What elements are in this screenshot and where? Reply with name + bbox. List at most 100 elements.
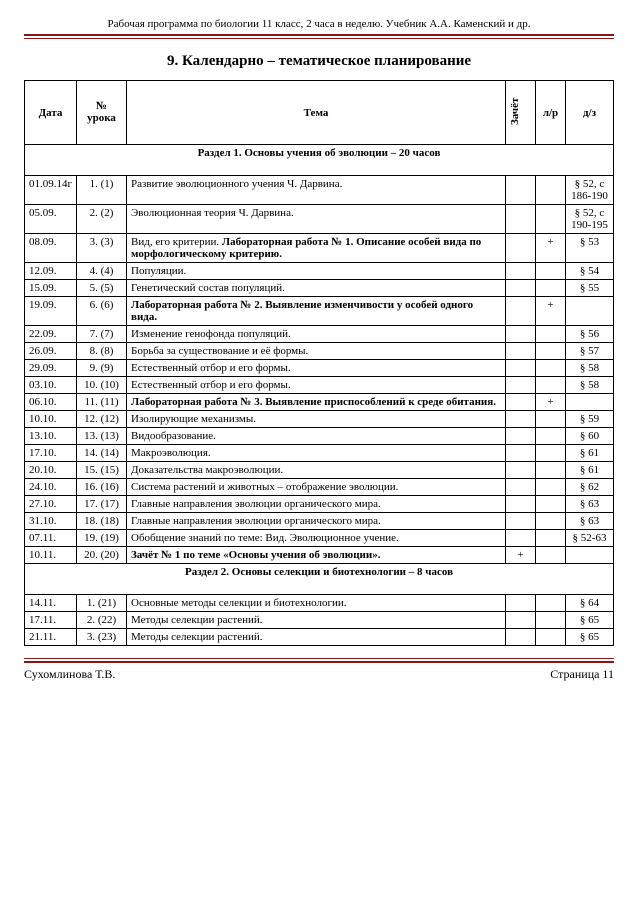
table-row: 20.10.15. (15)Доказательства макроэволюц…	[25, 462, 614, 479]
col-date: Дата	[25, 81, 77, 145]
cell-num: 3. (3)	[77, 234, 127, 263]
cell-num: 3. (23)	[77, 629, 127, 646]
cell-num: 13. (13)	[77, 428, 127, 445]
cell-lr: +	[536, 297, 566, 326]
cell-num: 11. (11)	[77, 394, 127, 411]
cell-num: 4. (4)	[77, 263, 127, 280]
table-row: 26.09.8. (8)Борьба за существование и её…	[25, 343, 614, 360]
cell-zach	[506, 360, 536, 377]
cell-lr	[536, 445, 566, 462]
section-heading-row: Раздел 2. Основы селекции и биотехнологи…	[25, 564, 614, 595]
cell-dz: § 58	[566, 377, 614, 394]
cell-lr	[536, 496, 566, 513]
cell-num: 15. (15)	[77, 462, 127, 479]
cell-dz: § 65	[566, 629, 614, 646]
cell-dz: § 62	[566, 479, 614, 496]
cell-dz: § 65	[566, 612, 614, 629]
cell-zach	[506, 428, 536, 445]
cell-zach	[506, 343, 536, 360]
cell-lr	[536, 280, 566, 297]
cell-topic: Развитие эволюционного учения Ч. Дарвина…	[127, 176, 506, 205]
cell-zach	[506, 629, 536, 646]
section-heading: Раздел 1. Основы учения об эволюции – 20…	[25, 145, 614, 176]
cell-lr	[536, 377, 566, 394]
cell-lr	[536, 595, 566, 612]
cell-date: 31.10.	[25, 513, 77, 530]
cell-zach	[506, 479, 536, 496]
table-row: 14.11.1. (21)Основные методы селекции и …	[25, 595, 614, 612]
cell-dz: § 55	[566, 280, 614, 297]
cell-num: 10. (10)	[77, 377, 127, 394]
cell-topic: Эволюционная теория Ч. Дарвина.	[127, 205, 506, 234]
table-row: 13.10.13. (13)Видообразование.§ 60	[25, 428, 614, 445]
cell-num: 18. (18)	[77, 513, 127, 530]
cell-dz: § 58	[566, 360, 614, 377]
cell-num: 5. (5)	[77, 280, 127, 297]
table-row: 07.11.19. (19)Обобщение знаний по теме: …	[25, 530, 614, 547]
header-rule	[24, 34, 614, 39]
table-row: 22.09.7. (7)Изменение генофонда популяци…	[25, 326, 614, 343]
cell-topic: Изменение генофонда популяций.	[127, 326, 506, 343]
cell-date: 26.09.	[25, 343, 77, 360]
col-dz: д/з	[566, 81, 614, 145]
cell-lr	[536, 530, 566, 547]
cell-num: 16. (16)	[77, 479, 127, 496]
col-topic: Тема	[127, 81, 506, 145]
cell-zach	[506, 326, 536, 343]
cell-num: 12. (12)	[77, 411, 127, 428]
cell-date: 14.11.	[25, 595, 77, 612]
cell-zach	[506, 263, 536, 280]
cell-lr	[536, 428, 566, 445]
table-row: 15.09.5. (5)Генетический состав популяци…	[25, 280, 614, 297]
cell-dz: § 52-63	[566, 530, 614, 547]
cell-date: 17.11.	[25, 612, 77, 629]
cell-dz	[566, 547, 614, 564]
cell-lr	[536, 479, 566, 496]
plan-table-head: Дата № урока Тема Зачёт л/р д/з	[25, 81, 614, 145]
cell-num: 2. (22)	[77, 612, 127, 629]
cell-zach	[506, 377, 536, 394]
cell-topic: Зачёт № 1 по теме «Основы учения об эвол…	[127, 547, 506, 564]
cell-dz: § 63	[566, 496, 614, 513]
table-row: 17.11.2. (22)Методы селекции растений.§ …	[25, 612, 614, 629]
cell-lr	[536, 411, 566, 428]
cell-dz: § 52, с 186-190	[566, 176, 614, 205]
cell-num: 20. (20)	[77, 547, 127, 564]
cell-dz: § 57	[566, 343, 614, 360]
cell-zach	[506, 445, 536, 462]
table-row: 05.09.2. (2)Эволюционная теория Ч. Дарви…	[25, 205, 614, 234]
cell-zach	[506, 411, 536, 428]
cell-zach	[506, 176, 536, 205]
cell-topic: Основные методы селекции и биотехнологии…	[127, 595, 506, 612]
table-row: 03.10.10. (10)Естественный отбор и его ф…	[25, 377, 614, 394]
cell-topic: Доказательства макроэволюции.	[127, 462, 506, 479]
cell-topic: Вид, его критерии. Лабораторная работа №…	[127, 234, 506, 263]
section-heading: Раздел 2. Основы селекции и биотехнологи…	[25, 564, 614, 595]
cell-num: 9. (9)	[77, 360, 127, 377]
cell-lr	[536, 205, 566, 234]
cell-topic: Методы селекции растений.	[127, 629, 506, 646]
col-zach: Зачёт	[506, 81, 536, 145]
cell-num: 17. (17)	[77, 496, 127, 513]
cell-date: 08.09.	[25, 234, 77, 263]
footer-page: Страница 11	[550, 667, 614, 682]
col-zach-label: Зачёт	[510, 83, 531, 139]
cell-date: 01.09.14г	[25, 176, 77, 205]
cell-zach	[506, 496, 536, 513]
cell-zach: +	[506, 547, 536, 564]
table-row: 12.09.4. (4)Популяции.§ 54	[25, 263, 614, 280]
cell-lr	[536, 547, 566, 564]
table-row: 21.11.3. (23)Методы селекции растений.§ …	[25, 629, 614, 646]
cell-date: 07.11.	[25, 530, 77, 547]
running-header: Рабочая программа по биологии 11 класс, …	[24, 18, 614, 30]
cell-date: 17.10.	[25, 445, 77, 462]
cell-zach	[506, 234, 536, 263]
cell-topic: Борьба за существование и её формы.	[127, 343, 506, 360]
cell-date: 10.10.	[25, 411, 77, 428]
cell-topic: Естественный отбор и его формы.	[127, 360, 506, 377]
cell-topic: Лабораторная работа № 2. Выявление измен…	[127, 297, 506, 326]
table-row: 10.10.12. (12)Изолирующие механизмы.§ 59	[25, 411, 614, 428]
table-row: 29.09.9. (9)Естественный отбор и его фор…	[25, 360, 614, 377]
cell-zach	[506, 530, 536, 547]
cell-date: 29.09.	[25, 360, 77, 377]
